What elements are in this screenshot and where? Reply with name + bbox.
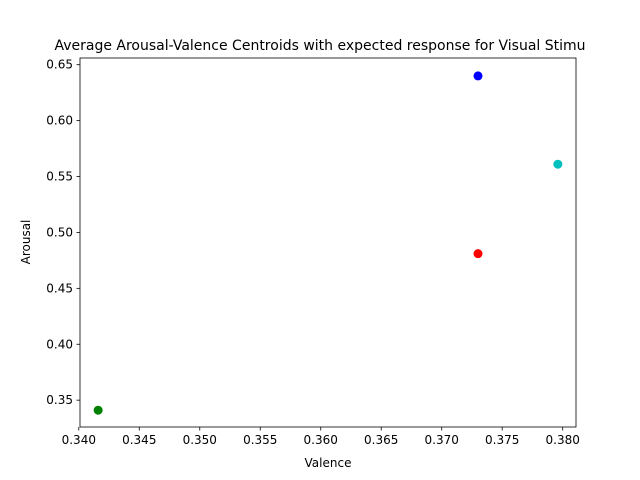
scatter-point — [553, 159, 563, 169]
x-axis-label: Valence — [305, 456, 352, 470]
x-axis-ticks: 0.340 0.345 0.350 0.355 0.360 0.365 0.370 0.375… — [62, 427, 580, 447]
scatter-point — [473, 249, 483, 259]
plot-frame — [79, 57, 577, 428]
y-tick-label: 0.50 — [46, 225, 73, 239]
x-tick-label: 0.350 — [183, 433, 217, 447]
plot-background — [80, 58, 576, 427]
x-tick-label: 0.365 — [364, 433, 398, 447]
y-axis-ticks: 0.35 0.40 0.45 0.50 0.55 0.60 0.65 — [46, 58, 80, 407]
chart-title: Average Arousal-Valence Centroids with e… — [54, 38, 585, 54]
y-tick-label: 0.60 — [46, 114, 73, 128]
x-tick-label: 0.375 — [485, 433, 519, 447]
x-tick-label: 0.370 — [425, 433, 459, 447]
scatter-point — [93, 405, 103, 415]
y-axis-label: Arousal — [19, 220, 33, 265]
plot-area — [79, 57, 577, 428]
scatter-point — [473, 71, 483, 81]
y-tick-label: 0.45 — [46, 281, 73, 295]
x-tick-label: 0.380 — [546, 433, 580, 447]
x-tick-label: 0.360 — [304, 433, 338, 447]
x-tick-label: 0.355 — [243, 433, 277, 447]
x-tick-label: 0.345 — [122, 433, 156, 447]
y-tick-label: 0.55 — [46, 170, 73, 184]
y-tick-label: 0.40 — [46, 337, 73, 351]
y-tick-label: 0.65 — [46, 58, 73, 72]
y-tick-label: 0.35 — [46, 393, 73, 407]
points-layer — [93, 71, 563, 415]
x-tick-label: 0.340 — [62, 433, 96, 447]
